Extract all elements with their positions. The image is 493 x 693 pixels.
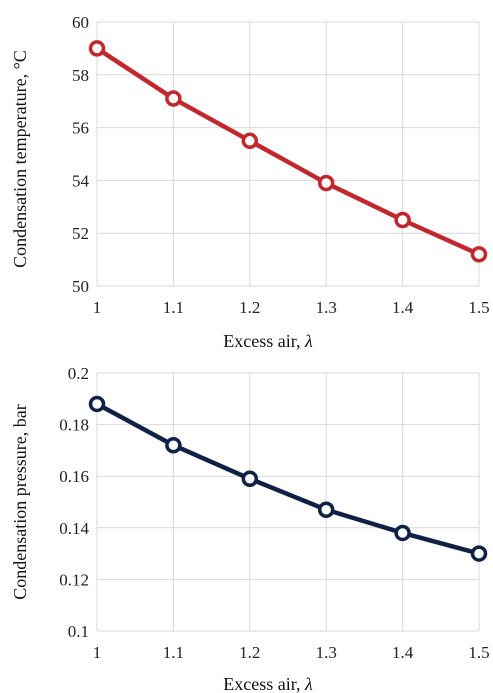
pressure-grid bbox=[96, 372, 480, 632]
pressure-data-point bbox=[394, 524, 411, 542]
temperature-data-point bbox=[394, 211, 411, 229]
temperature-x-tick-label: 1.1 bbox=[163, 298, 184, 317]
pressure-y-tick-label: 0.14 bbox=[59, 519, 89, 538]
pressure-series bbox=[88, 395, 488, 562]
temperature-grid bbox=[96, 21, 480, 287]
pressure-y-ticks: 0.1 0.12 0.14 0.16 0.18 0.2 bbox=[59, 364, 89, 641]
temperature-x-tick-label: 1.3 bbox=[316, 298, 337, 317]
pressure-x-tick-label: 1.3 bbox=[316, 643, 337, 662]
temperature-y-tick-label: 56 bbox=[72, 119, 89, 138]
pressure-x-tick-label: 1 bbox=[93, 643, 102, 662]
pressure-data-point bbox=[88, 395, 106, 413]
pressure-x-tick-label: 1.4 bbox=[392, 643, 414, 662]
pressure-y-tick-label: 0.2 bbox=[68, 364, 89, 383]
temperature-data-point bbox=[317, 174, 335, 192]
pressure-y-tick-label: 0.1 bbox=[68, 622, 89, 641]
temperature-data-point bbox=[165, 90, 182, 107]
temperature-y-ticks: 50 52 54 56 58 60 bbox=[72, 13, 90, 296]
temperature-y-axis-label: Condensation temperature, °C bbox=[10, 50, 30, 268]
temperature-series-line bbox=[94, 46, 482, 257]
temperature-x-tick-label: 1.2 bbox=[239, 298, 260, 317]
pressure-x-axis-label: Excess air, λ bbox=[223, 674, 313, 693]
pressure-series-line bbox=[94, 401, 482, 556]
temperature-y-tick-label: 50 bbox=[72, 277, 89, 296]
temperature-chart: 50 52 54 56 58 60 1 1.1 1.2 1.3 1.4 1.5 Condensati… bbox=[10, 13, 490, 351]
temperature-y-tick-label: 60 bbox=[72, 13, 89, 32]
pressure-y-axis-label: Condensation pressure, bar bbox=[10, 404, 30, 599]
temperature-series bbox=[88, 40, 488, 263]
pressure-data-point bbox=[165, 436, 182, 454]
temperature-y-tick-label: 54 bbox=[72, 171, 90, 190]
temperature-data-point bbox=[470, 246, 488, 263]
temperature-data-point bbox=[88, 40, 106, 57]
pressure-chart: 0.10.120.140.160.180.2 1 1.1 1.2 1.3 1.4 1.5 … bbox=[10, 364, 490, 693]
pressure-data-point bbox=[317, 501, 335, 518]
temperature-data-point bbox=[241, 132, 259, 150]
temperature-x-tick-label: 1 bbox=[93, 298, 102, 317]
temperature-x-ticks: 1 1.1 1.2 1.3 1.4 1.5 bbox=[93, 298, 490, 317]
pressure-x-ticks: 1 1.1 1.2 1.3 1.4 1.5 bbox=[93, 643, 490, 662]
temperature-x-tick-label: 1.5 bbox=[468, 298, 489, 317]
pressure-y-tick-label: 0.18 bbox=[59, 416, 89, 435]
pressure-x-tick-label: 1.1 bbox=[163, 643, 184, 662]
temperature-y-tick-label: 52 bbox=[72, 224, 89, 243]
temperature-y-tick-label: 58 bbox=[72, 66, 89, 85]
pressure-y-tick-label: 0.16 bbox=[59, 467, 89, 486]
pressure-x-tick-label: 1.2 bbox=[239, 643, 260, 662]
pressure-y-tick-label: 0.12 bbox=[59, 570, 89, 589]
pressure-data-point bbox=[241, 470, 259, 488]
pressure-data-point bbox=[470, 545, 488, 562]
temperature-x-tick-label: 1.4 bbox=[392, 298, 414, 317]
temperature-x-axis-label: Excess air, λ bbox=[223, 331, 313, 351]
pressure-x-tick-label: 1.5 bbox=[468, 643, 489, 662]
